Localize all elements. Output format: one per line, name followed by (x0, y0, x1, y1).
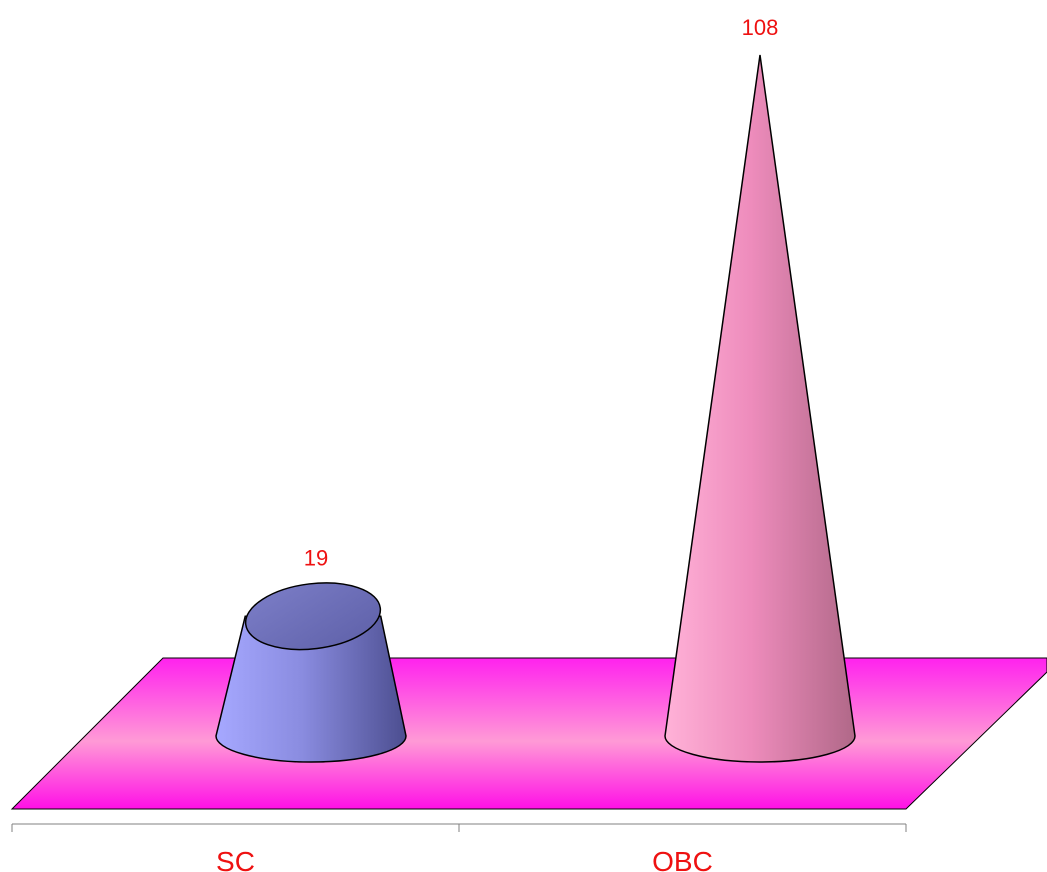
x-tick-label-sc: SC (216, 846, 255, 872)
data-label-sc: 19 (304, 546, 328, 571)
x-tick-label-obc: OBC (652, 846, 713, 872)
data-label-obc: 108 (742, 15, 779, 40)
cone-bar-sc (215, 615, 407, 763)
chart-floor (10, 657, 1047, 810)
cone-bar-obc (664, 54, 856, 763)
cone-top-sc (244, 582, 382, 651)
